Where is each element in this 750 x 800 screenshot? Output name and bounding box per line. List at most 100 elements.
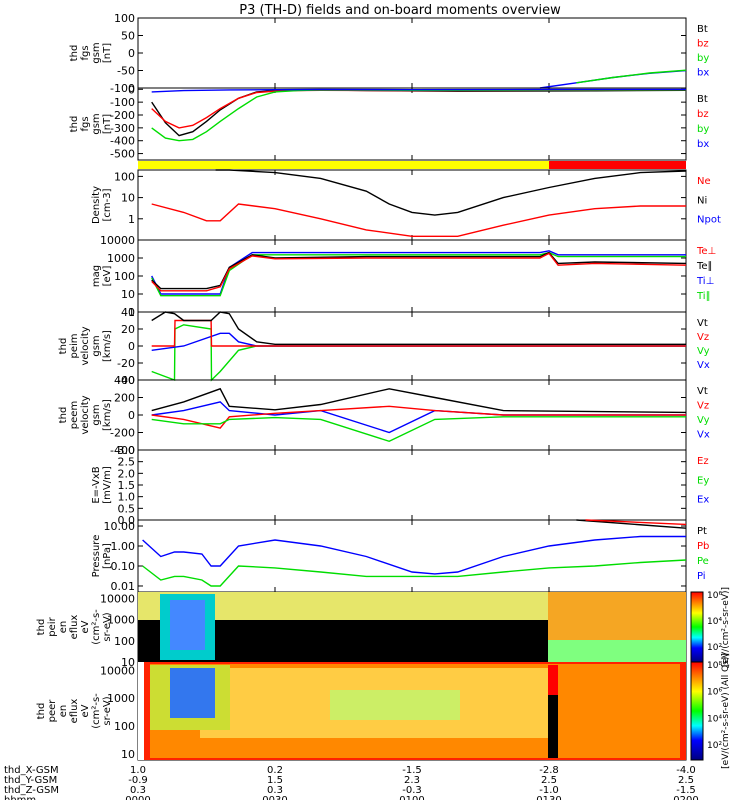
density-ytick-label: 100 [114, 170, 135, 183]
xaxis-value: 2.5 [541, 775, 557, 786]
fgs-series-by [576, 69, 687, 84]
peir-panel: 10 100 1000 10000 thd peir en eflux eV (cm²-s-sr-… [36, 592, 687, 669]
peem-legend-1: Vz [697, 401, 709, 412]
peem-series-Vt [151, 387, 687, 414]
efield-ytick-label: 2.5 [118, 456, 136, 469]
peem-ylabel: velocity [80, 395, 91, 434]
xaxis-value: -4.0 [676, 765, 696, 776]
fgs-ylabel: gsm [91, 42, 102, 63]
xaxis-value: -1.5 [676, 785, 696, 796]
peer-colorbar-tick: 10⁶ [707, 688, 722, 698]
mode-bar-segment-1 [549, 161, 686, 169]
density-ylabel: Density [91, 186, 102, 224]
peem-ylabel: thd [58, 407, 69, 424]
peer-colorbar-tick: 10⁸ [707, 661, 722, 671]
temperature-legend-0: Te⊥ [696, 246, 716, 257]
fgs-zoom-legend-2: by [697, 124, 709, 135]
peer-colorbar-tick: 10² [707, 741, 722, 751]
pressure-legend-3: Pi [697, 571, 706, 582]
efield-ytick-label: 0.5 [118, 502, 136, 515]
peer-colorbar-tick: 10⁴ [707, 714, 722, 724]
xaxis-value: 0000 [125, 795, 150, 800]
xaxis-value: 0130 [536, 795, 561, 800]
peer-ytick-label: 1000 [107, 692, 135, 705]
peim-ytick-label: -20 [117, 357, 135, 370]
peir-ylabel: thd [36, 619, 47, 636]
efield-ytick-label: 3.0 [118, 444, 136, 457]
fgs-zoom-ylabel: thd [69, 116, 80, 133]
efield-frame [137, 449, 687, 521]
xaxis-value: 0.3 [267, 785, 283, 796]
efield-series-Ez [576, 519, 687, 529]
xaxis-value: 1.0 [130, 765, 146, 776]
density-legend-2: Npot [697, 215, 721, 226]
efield-legend-0: Ez [697, 456, 709, 467]
peer-ylabel: en [58, 705, 69, 718]
peem-ytick-label: -200 [110, 427, 135, 440]
peer-colorbar-label: [eV/(cm²-s-sr-eV) (All Qs)] [721, 653, 731, 769]
peem-ytick-label: 200 [114, 392, 135, 405]
peir-ytick-label: 100 [114, 635, 135, 648]
peem-ytick-label: 400 [114, 374, 135, 387]
fgs-zoom-series-bz [151, 89, 687, 129]
peir-ylabel: (cm²-s- [91, 609, 102, 645]
fgs-zoom-ytick-label: -500 [110, 148, 135, 161]
fgs-ylabel: [nT] [102, 43, 113, 63]
peir-ylabel: eV [80, 620, 91, 633]
temperature-ylabel: mag [91, 265, 102, 287]
density-panel: 1 10 100 Density [cm-3] Ne Ni Npot [91, 169, 721, 241]
xaxis-value: -0.9 [128, 775, 148, 786]
density-ytick-label: 1 [128, 213, 135, 226]
peer-ylabel: thd [36, 703, 47, 720]
fgs-legend-2: by [697, 53, 709, 64]
xaxis-value: 0.2 [267, 765, 283, 776]
colorbar-peir [690, 591, 704, 663]
fgs-frame [137, 17, 687, 89]
temperature-ytick-label: 10000 [100, 234, 135, 247]
pressure-series-Pe [142, 559, 687, 587]
fgs-ytick-label: 0 [128, 47, 135, 60]
peim-series-Vy [151, 324, 686, 382]
fgs-ytick-label: -50 [117, 65, 135, 78]
pressure-ytick-label: 0.01 [111, 580, 136, 593]
peir-ylabel: eflux [69, 615, 80, 640]
fgs-zoom-series-by [151, 89, 687, 142]
peir-ytick-label: 10 [121, 656, 135, 669]
colorbar-peer [690, 661, 704, 761]
peir-ylabel: peir [47, 616, 58, 636]
temperature-panel: 1 10 100 1000 10000 mag [eV] Te⊥ Te∥ Ti⊥ Ti∥ [91, 234, 716, 319]
peer-ylabel: eV [80, 704, 91, 717]
fgs-zoom-legend-0: Bt [697, 94, 708, 105]
efield-ytick-label: 2.0 [118, 467, 136, 480]
xaxis-row-label: thd_X-GSM [4, 765, 59, 776]
peir-ytick-label: 10000 [100, 592, 135, 605]
peim-ytick-label: 20 [121, 323, 135, 336]
peim-ylabel: peim [69, 333, 80, 358]
temperature-legend-2: Ti⊥ [696, 276, 714, 287]
xaxis-value: -2.8 [539, 765, 559, 776]
peir-colorbar-tick: 10⁶ [707, 591, 722, 601]
peem-ylabel: peem [69, 401, 80, 429]
fgs-zoom-ylabel: gsm [91, 113, 102, 134]
density-legend-1: Ni [697, 195, 707, 206]
peer-ylabel: sr-eV) [102, 696, 113, 725]
efield-legend-2: Ex [697, 495, 709, 506]
peem-series-Vy [151, 416, 686, 443]
peir-spectrogram [138, 592, 686, 662]
colorbars: 10²10⁴10⁶[eV/(cm²-s-sr-eV)]10²10⁴10⁶10⁸[… [690, 587, 731, 769]
peir-colorbar-tick: 10⁴ [707, 617, 722, 627]
pressure-ytick-label: 1.00 [111, 540, 136, 553]
temperature-legend-1: Te∥ [696, 261, 713, 272]
fgs-ytick-label: -100 [110, 82, 135, 95]
density-series-Ni [215, 169, 687, 216]
temperature-ytick-label: 1000 [107, 252, 135, 265]
peem-ylabel: [km/s] [102, 399, 113, 431]
density-ylabel: [cm-3] [102, 188, 113, 221]
peer-panel: 10 100 1000 10000 thd peer en eflux eV (cm²-s-sr-… [36, 662, 687, 761]
figure-title: P3 (TH-D) fields and on-board moments ov… [239, 3, 561, 18]
peim-ytick-label: 0 [128, 340, 135, 353]
peim-ytick-label: -40 [117, 374, 135, 387]
